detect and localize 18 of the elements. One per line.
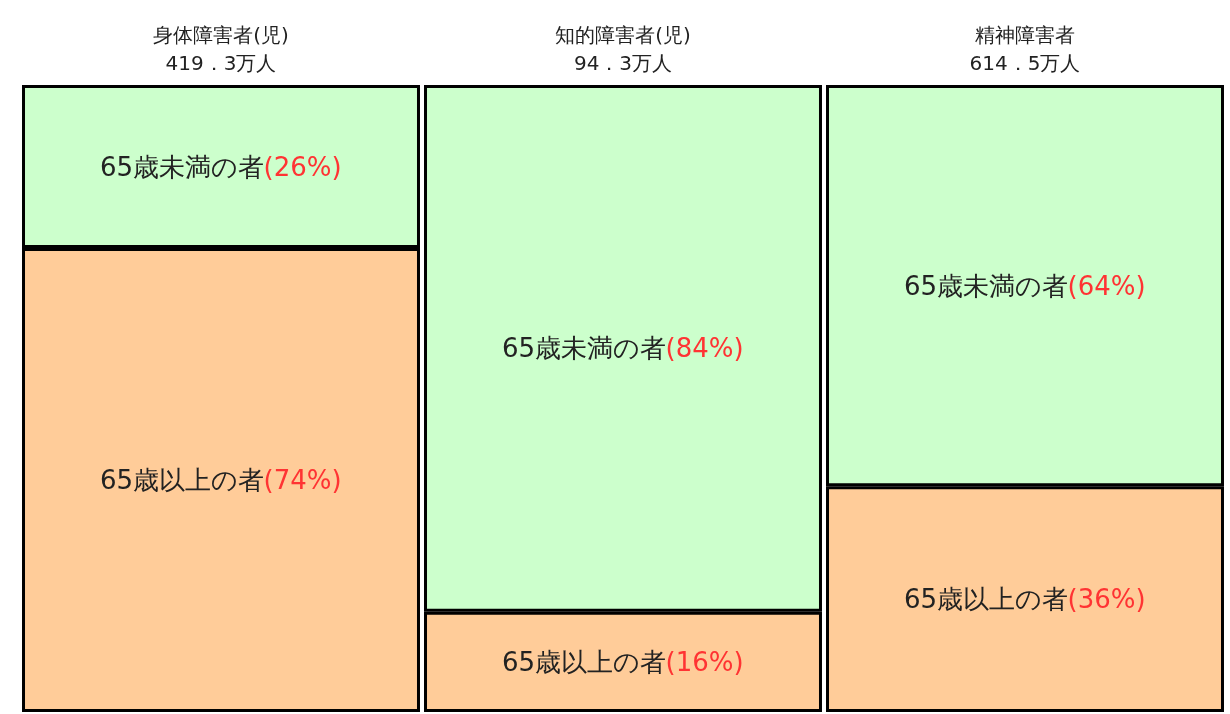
data-label: (84%) [665, 333, 744, 364]
text: 65歳未満の者 [903, 270, 1069, 301]
x-tick-label: 身体障害者(児) [153, 23, 289, 47]
data-label: (16%) [665, 646, 744, 677]
total-label: 614．5万人 [969, 51, 1081, 75]
total-label: 94．3万人 [573, 51, 673, 75]
series-label: 65歳以上の者 [501, 646, 667, 677]
data-label: (64%) [1067, 270, 1146, 301]
x-tick-label: 知的障害者(児) [555, 23, 691, 47]
data-label: (74%) [263, 465, 342, 496]
data-label: (36%) [1067, 584, 1146, 615]
data-label: (26%) [263, 151, 342, 182]
text: 65歳未満の者 [501, 333, 667, 364]
series-label: 65歳未満の者 [99, 151, 265, 182]
text: 65歳以上の者 [99, 465, 265, 496]
total-label: 419．3万人 [165, 51, 277, 75]
x-tick-label: 精神障害者 [975, 23, 1075, 47]
text: 65歳以上の者 [903, 584, 1069, 615]
